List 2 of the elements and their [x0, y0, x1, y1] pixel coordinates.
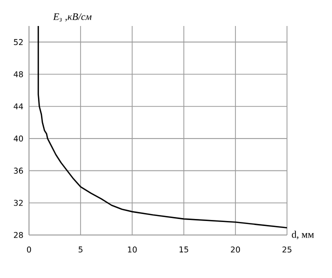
y-axis-title: E$_{з}$ ,кВ/см: [53, 13, 92, 22]
x-axis-title: d, мм: [292, 230, 314, 240]
